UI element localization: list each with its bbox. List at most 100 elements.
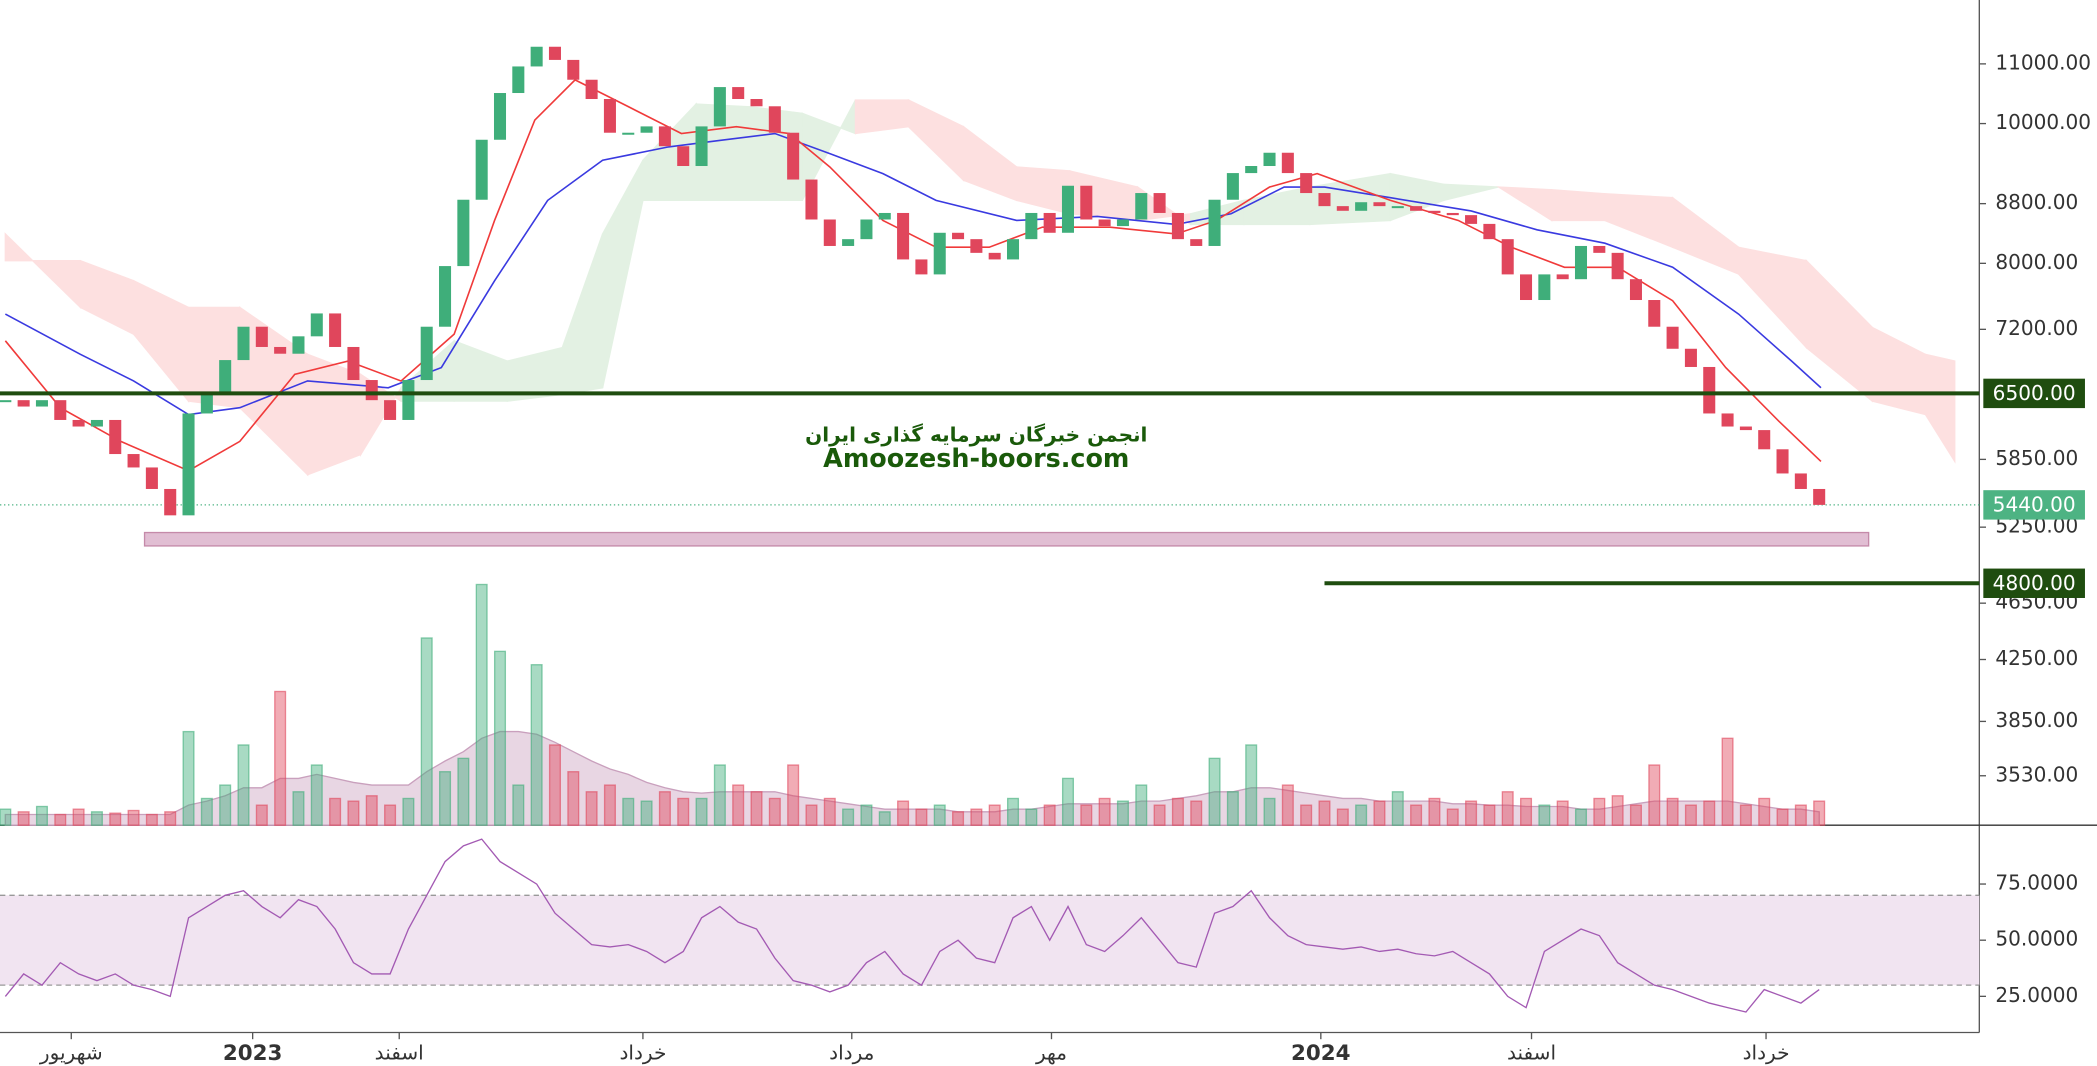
- volume-bar: [365, 795, 378, 826]
- volume-bar: [384, 804, 397, 826]
- candle: [970, 239, 983, 253]
- volume-bar: [1355, 804, 1368, 826]
- candle: [292, 336, 305, 354]
- volume-bar: [750, 791, 763, 826]
- y-tick-label: 4250.00: [1995, 646, 2078, 670]
- candle: [347, 346, 360, 381]
- rsi-band: [0, 895, 1980, 986]
- volume-bar: [1098, 797, 1111, 826]
- candle: [1684, 348, 1697, 367]
- candle: [1171, 212, 1184, 240]
- candle: [219, 360, 232, 394]
- candle: [603, 99, 616, 133]
- candle: [1410, 206, 1423, 211]
- candle: [1703, 366, 1716, 414]
- volume-bar: [768, 797, 781, 826]
- watermark: انجمن خبرگان سرمایه گذاری ایران: [805, 423, 1147, 447]
- volume-bar: [0, 808, 12, 826]
- candle: [787, 132, 800, 180]
- volume-bar: [512, 784, 525, 826]
- volume-bar: [1245, 744, 1258, 826]
- volume-bar: [1171, 797, 1184, 826]
- candle: [897, 212, 910, 260]
- volume-bar: [145, 813, 158, 826]
- candle: [1629, 279, 1642, 301]
- volume-bar: [1794, 804, 1807, 826]
- volume-bar: [988, 804, 1001, 826]
- candle: [1355, 202, 1368, 211]
- volume-bar: [1593, 797, 1606, 826]
- candle: [1465, 215, 1478, 224]
- candle: [255, 326, 268, 347]
- candle: [1721, 413, 1734, 427]
- volume-bar: [567, 771, 580, 826]
- volume-bar: [420, 637, 433, 826]
- candle: [90, 419, 103, 427]
- volume-bar: [1648, 764, 1661, 826]
- candle: [952, 232, 965, 240]
- candle: [1611, 252, 1624, 280]
- volume-bar: [1446, 808, 1459, 826]
- candle: [1428, 210, 1441, 213]
- candle: [329, 313, 342, 347]
- candle: [1116, 219, 1129, 227]
- last-price-label: 5440.00: [1993, 493, 2076, 517]
- candle: [1336, 206, 1349, 211]
- x-tick-label: اسفند: [1507, 1040, 1556, 1064]
- y-tick-label: 8000.00: [1995, 250, 2078, 274]
- volume-bar: [732, 784, 745, 826]
- volume-bar: [970, 808, 983, 826]
- volume-bar: [1483, 804, 1496, 826]
- volume-bar: [439, 771, 452, 826]
- rsi-tick-label: 50.0000: [1995, 927, 2078, 951]
- candle: [1758, 430, 1771, 450]
- x-tick-label: اسفند: [375, 1040, 424, 1064]
- candle: [512, 66, 525, 94]
- candle: [1245, 166, 1258, 174]
- candle: [1538, 274, 1551, 301]
- watermark: Amoozesh-boors.com: [823, 443, 1129, 473]
- candle: [1574, 245, 1588, 280]
- y-tick-label: 5850.00: [1995, 446, 2078, 470]
- level-label: 6500.00: [1993, 381, 2076, 405]
- candle: [1226, 173, 1239, 200]
- candle: [1263, 152, 1276, 167]
- x-tick-label: مرداد: [829, 1040, 874, 1064]
- volume-bar: [182, 730, 195, 826]
- candle: [1373, 202, 1386, 207]
- x-tick-label: 2023: [223, 1041, 283, 1066]
- volume-bar: [164, 811, 177, 826]
- volume-bar: [1318, 800, 1331, 826]
- candle: [1776, 449, 1789, 474]
- volume-bar: [54, 813, 67, 826]
- volume-bar: [677, 797, 690, 826]
- volume-ma-area: [4, 730, 1820, 826]
- candle: [695, 126, 708, 167]
- candle: [548, 46, 561, 60]
- volume-bar: [1263, 797, 1276, 826]
- x-tick-label: خرداد: [1743, 1040, 1790, 1064]
- volume-bar: [1703, 800, 1716, 826]
- candle: [439, 266, 452, 327]
- volume-bar: [1190, 800, 1203, 826]
- ma-fast-line: [4, 78, 1822, 472]
- volume-bar: [1684, 804, 1697, 826]
- volume-bar: [897, 800, 910, 826]
- candle: [1190, 239, 1203, 246]
- candle: [750, 99, 763, 107]
- volume-bar: [530, 664, 543, 826]
- rsi-tick-label: 75.0000: [1995, 871, 2078, 895]
- volume-bar: [1538, 804, 1551, 826]
- volume-bar: [17, 811, 30, 826]
- candle: [1043, 212, 1056, 233]
- x-tick-label: خرداد: [619, 1040, 666, 1064]
- candle: [164, 488, 177, 516]
- volume-bar: [915, 808, 928, 826]
- candle: [54, 400, 67, 420]
- volume-bar: [1776, 808, 1789, 826]
- volume-bar: [329, 797, 342, 826]
- volume-bar: [1281, 784, 1294, 826]
- candle: [1135, 193, 1148, 220]
